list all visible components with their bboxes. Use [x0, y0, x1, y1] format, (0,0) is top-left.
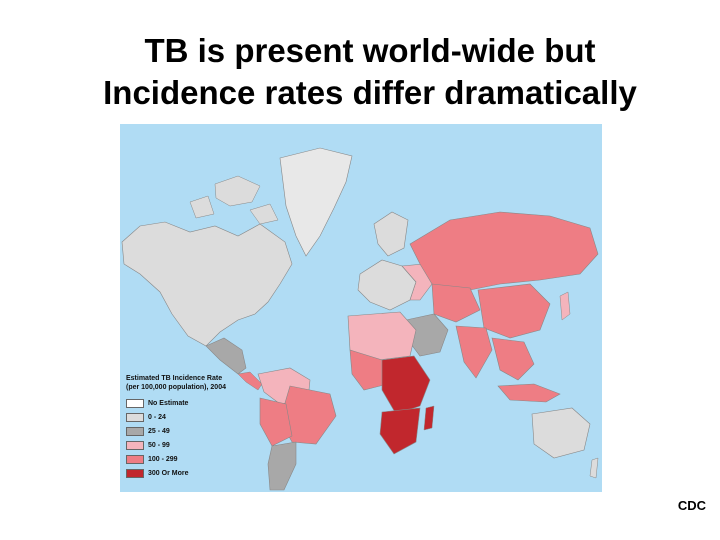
legend-title-line-2: (per 100,000 population), 2004: [126, 384, 226, 391]
indonesia: [497, 383, 561, 403]
peru-bolivia: [259, 397, 293, 447]
legend-swatch: [126, 398, 144, 408]
mexico: [205, 337, 247, 375]
china: [477, 283, 551, 339]
legend-row-0-24: 0 - 24: [126, 410, 276, 424]
legend-label: 25 - 49: [148, 427, 170, 435]
legend-title-line-1: Estimated TB Incidence Rate: [126, 375, 223, 382]
legend-row-100-299: 100 - 299: [126, 452, 276, 466]
new-zealand: [589, 457, 599, 479]
southern-africa: [379, 407, 421, 455]
title-line-1: TB is present world-wide but: [144, 32, 596, 69]
legend-row-no-estimate: No Estimate: [126, 396, 276, 410]
greenland: [279, 147, 353, 257]
legend-row-50-99: 50 - 99: [126, 438, 276, 452]
legend-title: Estimated TB Incidence Rate (per 100,000…: [126, 374, 276, 392]
map-svg: [121, 147, 599, 491]
legend-swatch: [126, 454, 144, 464]
legend-swatch: [126, 440, 144, 450]
japan: [559, 291, 571, 321]
india: [455, 325, 493, 379]
southeast-asia: [491, 337, 535, 381]
world-map: Estimated TB Incidence Rate (per 100,000…: [120, 124, 602, 492]
legend-swatch: [126, 412, 144, 422]
australia: [531, 407, 591, 459]
central-america: [237, 371, 263, 391]
southern-cone: [267, 441, 297, 491]
map-legend: Estimated TB Incidence Rate (per 100,000…: [126, 374, 276, 480]
west-africa: [349, 349, 389, 391]
title-line-2: Incidence rates differ dramatically: [103, 74, 637, 111]
source-credit: CDC: [677, 498, 706, 513]
legend-swatch: [126, 468, 144, 478]
legend-label: 300 Or More: [148, 469, 189, 477]
central-east-africa: [381, 355, 431, 415]
central-asia: [431, 283, 481, 323]
scandinavia: [373, 211, 409, 257]
legend-label: No Estimate: [148, 399, 189, 407]
legend-row-300-or-more: 300 Or More: [126, 466, 276, 480]
russia: [409, 211, 599, 293]
legend-label: 50 - 99: [148, 441, 170, 449]
arctic-islands: [189, 175, 279, 225]
madagascar: [423, 405, 435, 431]
slide-title: TB is present world-wide but Incidence r…: [0, 30, 720, 114]
legend-label: 100 - 299: [148, 455, 178, 463]
legend-swatch: [126, 426, 144, 436]
legend-label: 0 - 24: [148, 413, 166, 421]
legend-row-25-49: 25 - 49: [126, 424, 276, 438]
north-america: [121, 221, 293, 347]
